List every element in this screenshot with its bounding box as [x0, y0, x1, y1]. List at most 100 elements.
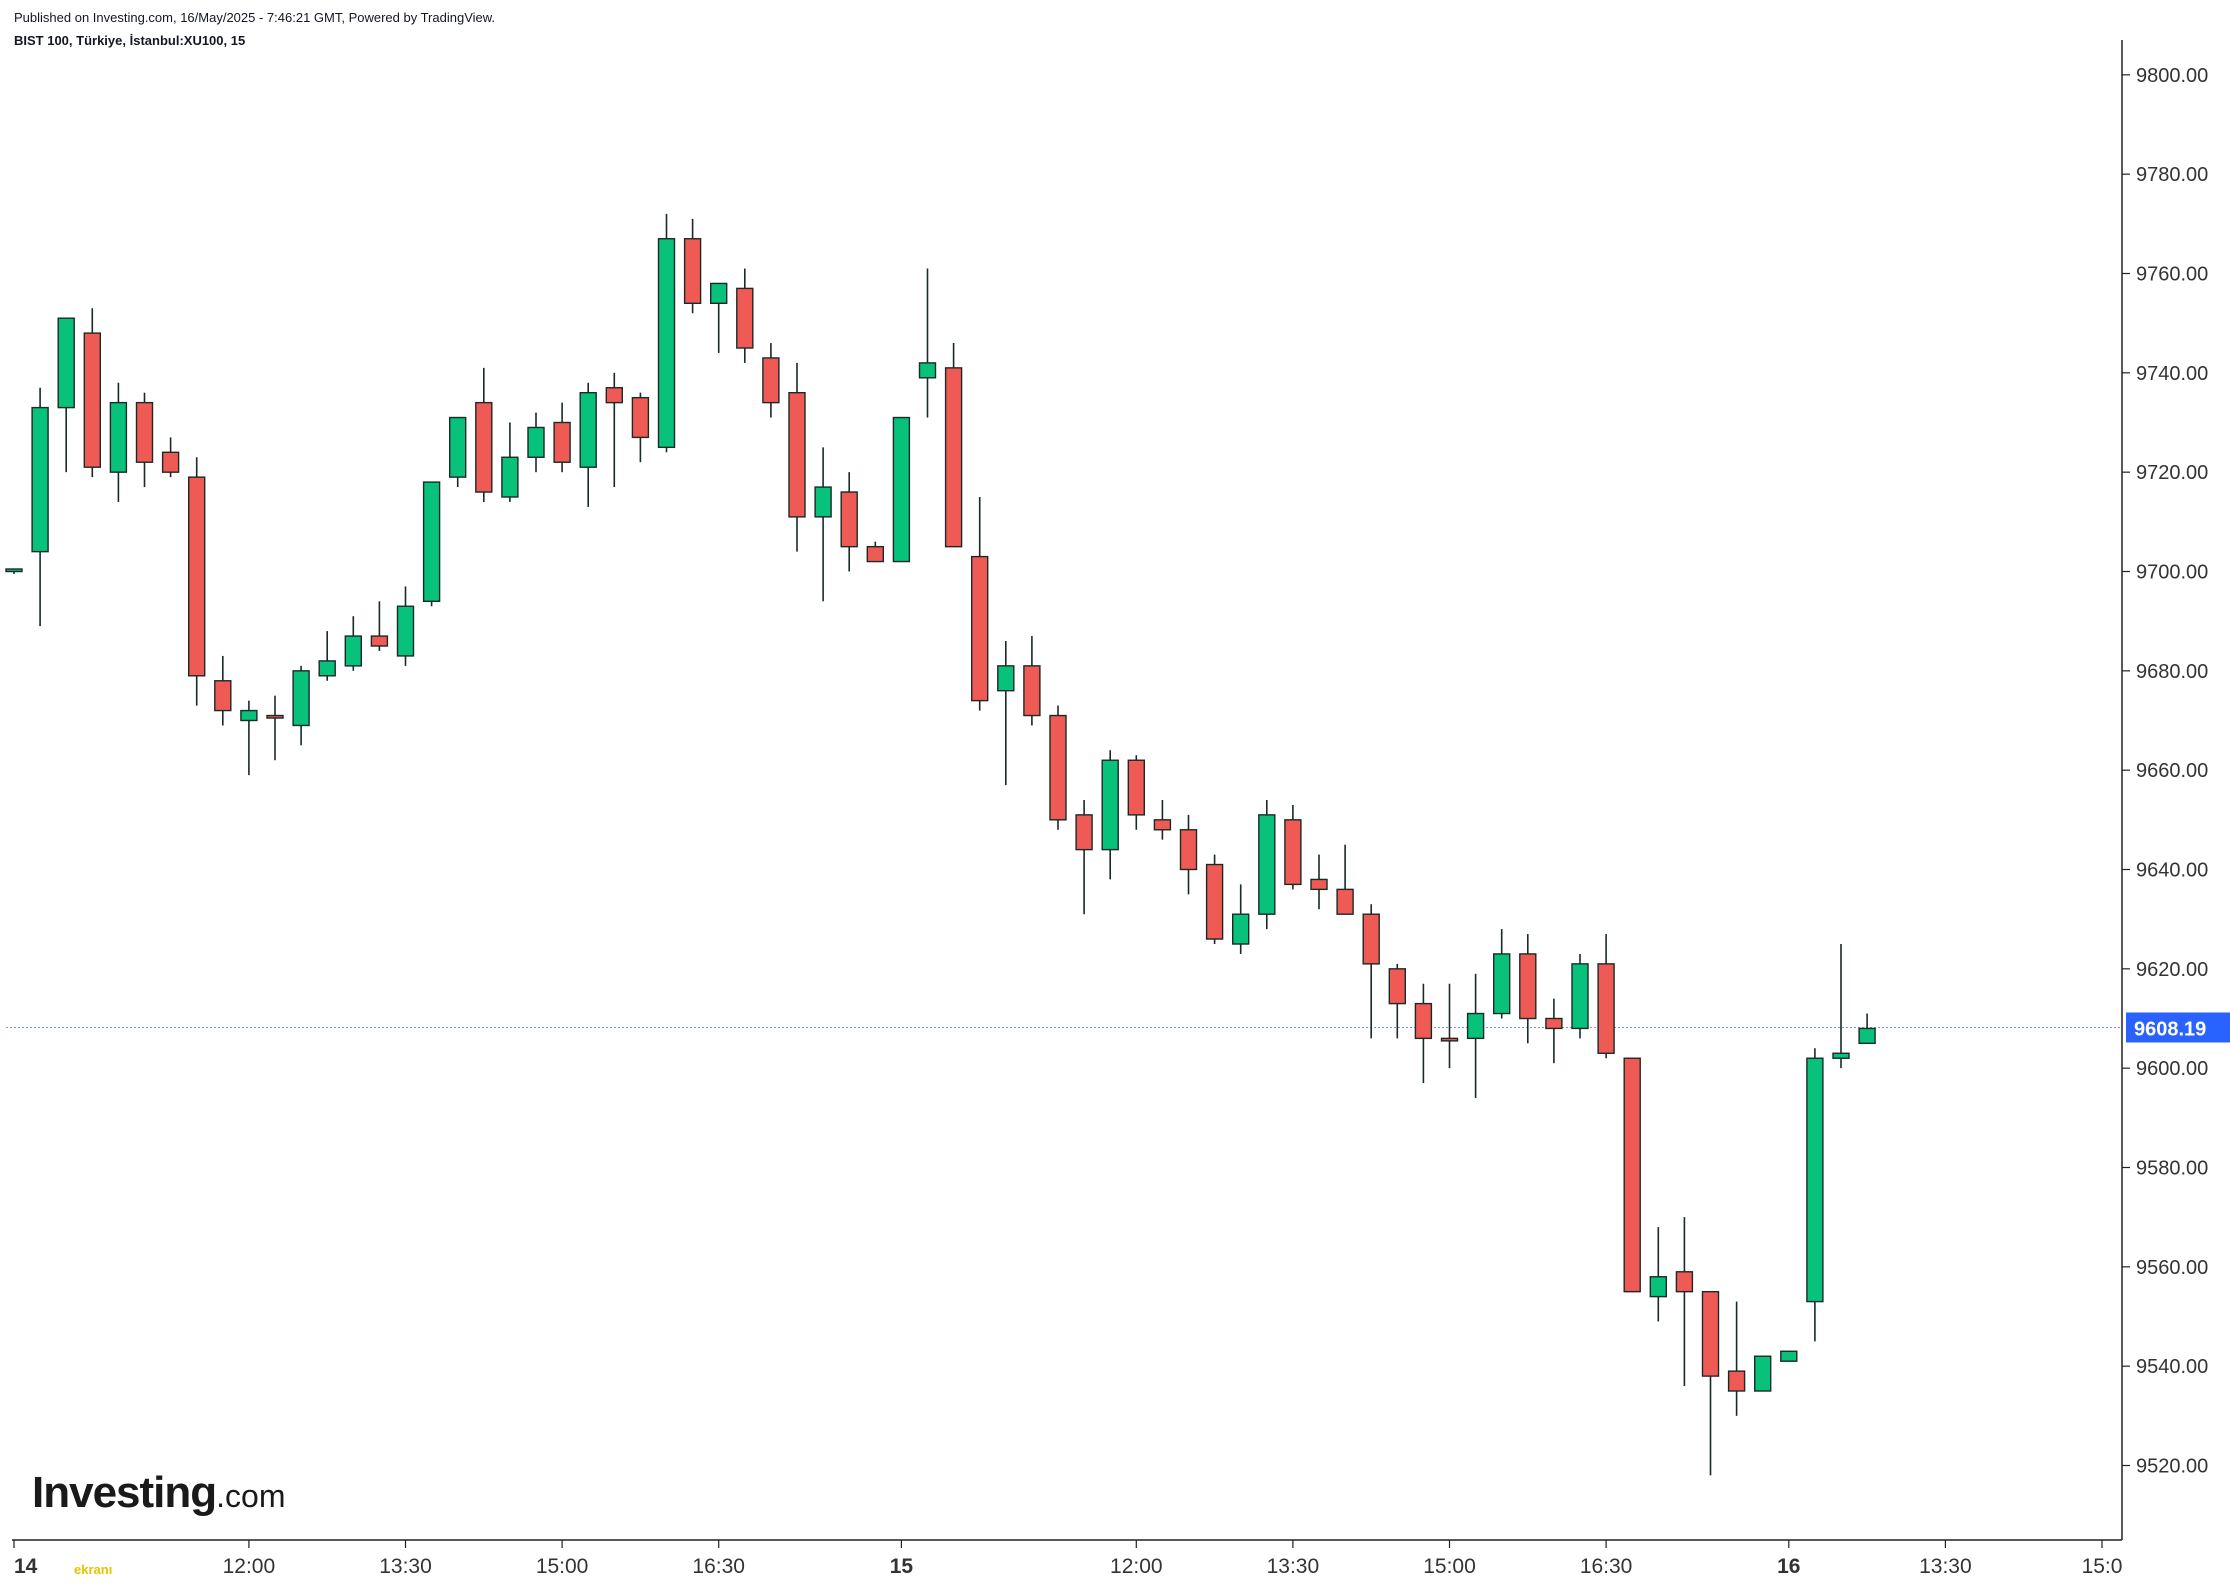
candle[interactable]: [1832, 944, 1850, 1069]
candle[interactable]: [266, 695, 284, 761]
candle[interactable]: [187, 457, 206, 706]
candle[interactable]: [214, 655, 232, 726]
candle-body: [1623, 1057, 1641, 1293]
candle[interactable]: [814, 447, 832, 602]
candle[interactable]: [1597, 934, 1615, 1059]
candle-body: [892, 416, 911, 563]
candle-body: [396, 605, 415, 657]
candle-body: [318, 660, 336, 677]
candle-body: [422, 481, 441, 603]
x-tick-label: 16: [1777, 1555, 1800, 1578]
candle[interactable]: [710, 282, 728, 353]
candle[interactable]: [1284, 804, 1302, 890]
candle-body: [1362, 913, 1380, 965]
candle[interactable]: [1310, 854, 1328, 910]
candle-body: [266, 714, 284, 719]
candle[interactable]: [57, 317, 75, 473]
candle[interactable]: [1492, 929, 1511, 1019]
candle[interactable]: [1727, 1301, 1746, 1416]
candle[interactable]: [866, 541, 884, 563]
candle-body: [1310, 878, 1328, 891]
candle[interactable]: [344, 616, 362, 671]
candle[interactable]: [1023, 636, 1041, 726]
candle[interactable]: [1101, 750, 1119, 880]
candle[interactable]: [605, 372, 623, 488]
candle[interactable]: [1075, 799, 1093, 915]
candle[interactable]: [83, 308, 102, 478]
last-price-label: 9608.19: [2134, 1018, 2206, 1040]
candle[interactable]: [1623, 1057, 1641, 1293]
candle-body: [1727, 1370, 1746, 1392]
candle[interactable]: [788, 362, 806, 552]
candle[interactable]: [892, 416, 911, 563]
candle[interactable]: [1179, 814, 1198, 895]
candle-body: [370, 635, 389, 647]
watermark-text: ekranı: [74, 1562, 113, 1577]
candle[interactable]: [240, 700, 258, 776]
candle[interactable]: [918, 268, 937, 418]
candle[interactable]: [1675, 1217, 1694, 1387]
candle[interactable]: [840, 472, 858, 572]
candle[interactable]: [1649, 1227, 1668, 1322]
x-tick-label: 13:30: [379, 1555, 432, 1578]
candle[interactable]: [1519, 934, 1537, 1044]
x-tick-label: 15:00: [1423, 1555, 1476, 1578]
candle[interactable]: [1701, 1290, 1720, 1476]
candle[interactable]: [527, 412, 545, 473]
candle[interactable]: [292, 665, 310, 746]
candle[interactable]: [318, 631, 336, 681]
candle[interactable]: [1049, 705, 1067, 830]
candle[interactable]: [1231, 884, 1250, 954]
candle-body: [1284, 819, 1302, 886]
candle[interactable]: [997, 641, 1015, 786]
candle-body: [5, 568, 23, 573]
candle[interactable]: [1545, 998, 1563, 1064]
candle-body: [161, 451, 180, 473]
candle[interactable]: [1780, 1350, 1798, 1362]
candle[interactable]: [1414, 983, 1433, 1084]
candle-body: [1701, 1290, 1720, 1377]
candle[interactable]: [1258, 799, 1276, 930]
candle-body: [1388, 968, 1407, 1005]
candle[interactable]: [762, 343, 780, 418]
x-tick-label: 12:00: [223, 1555, 276, 1578]
candle[interactable]: [1362, 904, 1380, 1039]
candle[interactable]: [736, 268, 754, 363]
candle[interactable]: [1753, 1355, 1772, 1392]
candle[interactable]: [1153, 799, 1172, 840]
candle[interactable]: [135, 392, 154, 488]
candle[interactable]: [1858, 1013, 1876, 1045]
candle[interactable]: [161, 437, 180, 478]
candle[interactable]: [631, 392, 650, 463]
candle-body: [214, 680, 232, 712]
y-tick-label: 9760.00: [2136, 264, 2208, 286]
candle[interactable]: [31, 387, 49, 627]
candle[interactable]: [1466, 973, 1485, 1098]
candle[interactable]: [971, 497, 989, 711]
candle[interactable]: [1205, 854, 1224, 944]
candle[interactable]: [1571, 953, 1589, 1039]
candle[interactable]: [501, 422, 519, 502]
candle[interactable]: [1388, 963, 1407, 1039]
candle-body: [1153, 819, 1172, 831]
candle[interactable]: [1806, 1048, 1824, 1342]
candle[interactable]: [370, 601, 389, 651]
candle[interactable]: [422, 481, 441, 607]
candle[interactable]: [109, 382, 128, 502]
candle[interactable]: [1440, 983, 1459, 1069]
candle[interactable]: [396, 586, 415, 666]
candle[interactable]: [1336, 844, 1354, 915]
candle[interactable]: [5, 568, 23, 574]
candle[interactable]: [657, 213, 676, 453]
candle[interactable]: [553, 402, 571, 473]
candle-body: [57, 317, 75, 409]
candle[interactable]: [944, 343, 963, 548]
candle[interactable]: [579, 382, 597, 507]
candle[interactable]: [475, 367, 493, 502]
candle[interactable]: [1127, 755, 1146, 830]
candle[interactable]: [449, 416, 467, 488]
candle-body: [788, 392, 806, 518]
candle[interactable]: [683, 218, 702, 314]
x-tick-label: 12:00: [1110, 1555, 1163, 1578]
